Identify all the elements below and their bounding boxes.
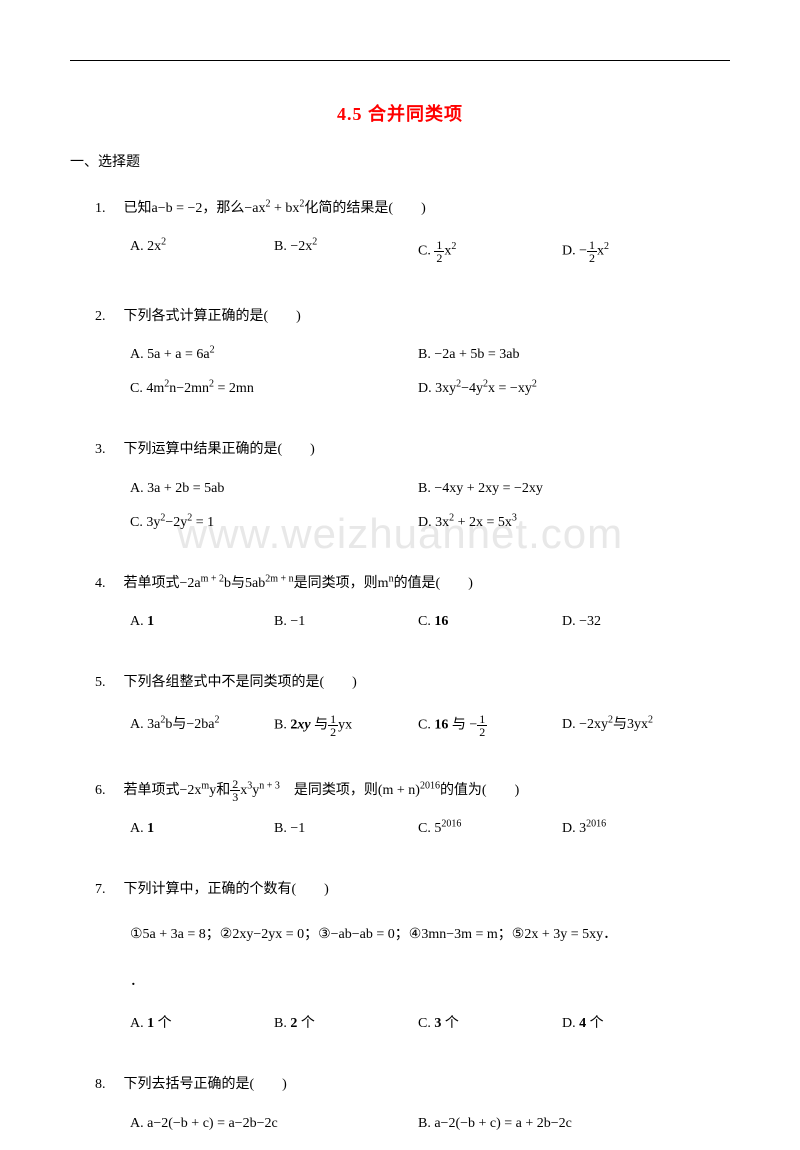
question-3: 3. 下列运算中结果正确的是( ) A. 3a + 2b = 5ab B. −4… (70, 437, 730, 548)
q8-opt-b: B. a−2(−b + c) = a + 2b−2c (418, 1116, 706, 1132)
q3-opt-a: A. 3a + 2b = 5ab (130, 481, 418, 497)
q6-expr3: (m + n)2016 (378, 783, 440, 798)
q7-text: 下列计算中，正确的个数有( ) (124, 882, 329, 897)
q4-text-post: 的值是( ) (394, 576, 473, 591)
q1-expr2: −ax2 + bx2 (244, 201, 304, 216)
question-5: 5. 下列各组整式中不是同类项的是( ) A. 3a2b与−2ba2 B. 2x… (70, 670, 730, 756)
q1-text-mid: 那么 (216, 201, 244, 216)
page-title: 4.5 合并同类项 (70, 100, 730, 126)
q1-expr1: a−b = −2， (152, 201, 217, 216)
question-4: 4. 若单项式−2am + 2b与5ab2m + n是同类项，则mn的值是( )… (70, 571, 730, 648)
q1-text-pre: 已知 (124, 201, 152, 216)
q3-opt-c: C. 3y2−2y2 = 1 (130, 515, 418, 531)
q5-text: 下列各组整式中不是同类项的是( ) (124, 675, 357, 690)
question-6: 6. 若单项式−2xmy和23x3yn + 3 是同类项，则(m + n)201… (70, 778, 730, 855)
q2-num: 2. (95, 304, 120, 329)
q6-text-mid1: 和 (216, 783, 230, 798)
q6-opt-a: A. 1 (130, 821, 274, 837)
q4-expr1: −2am + 2b (180, 576, 232, 591)
q8-num: 8. (95, 1072, 120, 1097)
question-2: 2. 下列各式计算正确的是( ) A. 5a + a = 6a2 B. −2a … (70, 304, 730, 415)
q2-opt-b: B. −2a + 5b = 3ab (418, 347, 706, 363)
q4-expr2: 5ab2m + n (245, 576, 294, 591)
q3-text: 下列运算中结果正确的是( ) (124, 442, 315, 457)
q1-opt-c: C. 12x2 (418, 239, 562, 264)
q8-text: 下列去括号正确的是( ) (124, 1077, 287, 1092)
q6-expr2: 23x3yn + 3 (230, 783, 280, 798)
q4-opt-b: B. −1 (274, 614, 418, 630)
q6-opt-c: C. 52016 (418, 821, 562, 837)
q7-num: 7. (95, 877, 120, 902)
question-7: 7. 下列计算中，正确的个数有( ) ①5a + 3a = 8；②2xy−2yx… (70, 877, 730, 1050)
q1-text-post: 化简的结果是( ) (304, 201, 425, 216)
q3-num: 3. (95, 437, 120, 462)
q2-text: 下列各式计算正确的是( ) (124, 309, 301, 324)
q4-opt-d: D. −32 (562, 614, 706, 630)
q4-text-mid2: 是同类项，则 (294, 576, 378, 591)
q4-num: 4. (95, 571, 120, 596)
q1-opt-d: D. −12x2 (562, 239, 706, 264)
q2-opt-c: C. 4m2n−2mn2 = 2mn (130, 381, 418, 397)
q5-num: 5. (95, 670, 120, 695)
q2-opt-d: D. 3xy2−4y2x = −xy2 (418, 381, 706, 397)
q7-opt-a: A. 1 个 (130, 1012, 274, 1032)
q5-opt-c: C. 16 与 −12 (418, 713, 562, 738)
q6-num: 6. (95, 778, 120, 803)
q1-num: 1. (95, 196, 120, 221)
q6-opt-d: D. 32016 (562, 821, 706, 837)
q6-text-post: 的值为( ) (440, 783, 519, 798)
q6-text-pre: 若单项式 (124, 783, 180, 798)
q4-opt-a: A. 1 (130, 614, 274, 630)
q3-opt-b: B. −4xy + 2xy = −2xy (418, 481, 706, 497)
q6-text-mid2: 是同类项，则 (294, 783, 378, 798)
q5-opt-d: D. −2xy2与3yx2 (562, 713, 706, 738)
question-1: 1. 已知a−b = −2，那么−ax2 + bx2化简的结果是( ) A. 2… (70, 196, 730, 282)
q1-opt-a: A. 2x2 (130, 239, 274, 264)
q4-text-mid1: 与 (231, 576, 245, 591)
q1-opt-b: B. −2x2 (274, 239, 418, 264)
q5-opt-b: B. 2xy 与12yx (274, 713, 418, 738)
q7-opt-c: C. 3 个 (418, 1012, 562, 1032)
q5-opt-a: A. 3a2b与−2ba2 (130, 713, 274, 738)
q7-opt-b: B. 2 个 (274, 1012, 418, 1032)
q4-opt-c: C. 16 (418, 614, 562, 630)
section-header: 一、选择题 (70, 151, 730, 171)
q4-text-pre: 若单项式 (124, 576, 180, 591)
question-8: 8. 下列去括号正确的是( ) A. a−2(−b + c) = a−2b−2c… (70, 1072, 730, 1149)
q3-opt-d: D. 3x2 + 2x = 5x3 (418, 515, 706, 531)
q7-subtext: ①5a + 3a = 8；②2xy−2yx = 0；③−ab−ab = 0；④3… (130, 920, 730, 951)
q6-expr1: −2xmy (180, 783, 217, 798)
q2-opt-a: A. 5a + a = 6a2 (130, 347, 418, 363)
q8-opt-a: A. a−2(−b + c) = a−2b−2c (130, 1116, 418, 1132)
q6-opt-b: B. −1 (274, 821, 418, 837)
q7-opt-d: D. 4 个 (562, 1012, 706, 1032)
q4-expr3: mn (378, 576, 394, 591)
